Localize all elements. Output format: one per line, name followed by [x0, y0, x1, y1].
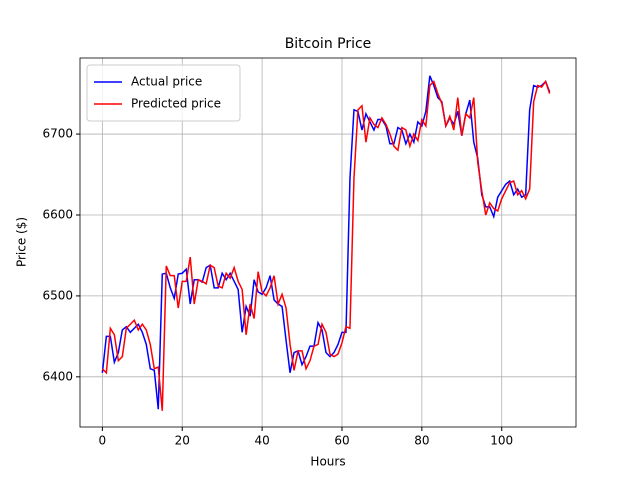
- x-tick-label: 100: [490, 434, 513, 448]
- chart-title: Bitcoin Price: [285, 36, 372, 52]
- legend-label: Actual price: [131, 75, 202, 89]
- x-tick-label: 0: [99, 434, 107, 448]
- x-tick-label: 60: [334, 434, 349, 448]
- legend-box: [86, 64, 241, 122]
- x-tick-label: 40: [254, 434, 269, 448]
- x-tick-label: 20: [175, 434, 190, 448]
- x-axis-label: Hours: [310, 455, 345, 469]
- data-line: [101, 75, 551, 410]
- x-tick-label: 80: [414, 434, 429, 448]
- y-tick-label: 6400: [42, 369, 73, 383]
- y-tick-label: 6500: [42, 288, 73, 302]
- data-line: [101, 79, 551, 411]
- legend-label: Predicted price: [131, 97, 221, 111]
- y-tick-label: 6700: [42, 127, 73, 141]
- y-tick-label: 6600: [42, 207, 73, 221]
- plot-frame: [79, 57, 577, 428]
- y-axis-label: Price ($): [15, 217, 29, 267]
